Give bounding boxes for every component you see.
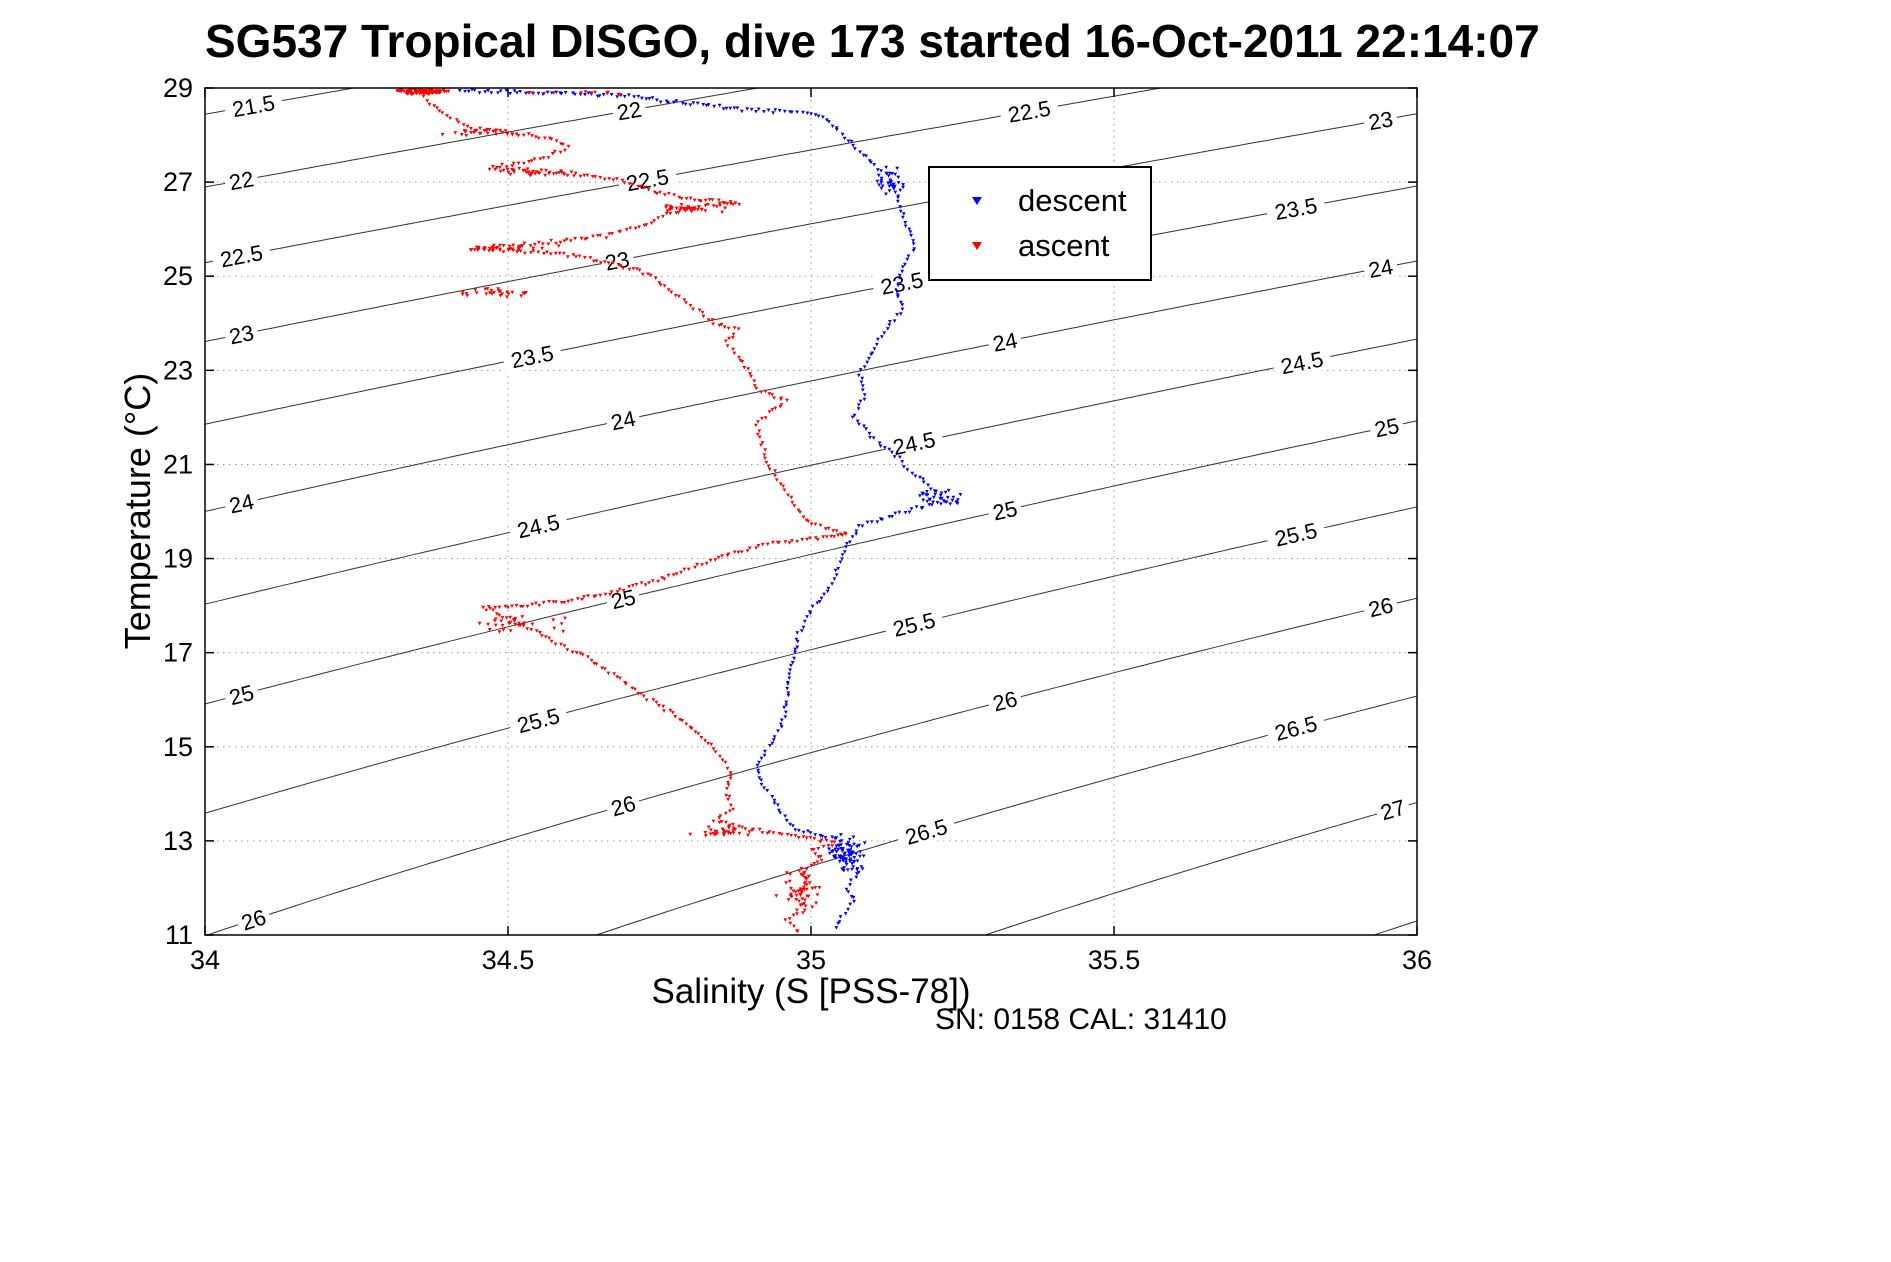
svg-text:22.5: 22.5 [624, 164, 671, 196]
grid-lines [205, 88, 1417, 935]
svg-text:26.5: 26.5 [902, 814, 950, 850]
svg-text:25: 25 [990, 496, 1019, 526]
chart-title: SG537 Tropical DISGO, dive 173 started 1… [205, 15, 1540, 67]
legend-entry-descent: descent [930, 181, 1150, 221]
svg-text:24: 24 [991, 327, 1020, 356]
svg-text:24: 24 [609, 406, 638, 436]
svg-text:25.5: 25.5 [1272, 518, 1319, 552]
svg-text:25.5: 25.5 [515, 703, 563, 738]
svg-text:23: 23 [227, 320, 256, 349]
svg-text:25.5: 25.5 [890, 607, 938, 641]
svg-text:24: 24 [1366, 254, 1395, 283]
svg-text:15: 15 [163, 732, 193, 762]
svg-text:27: 27 [163, 167, 193, 197]
svg-text:26: 26 [990, 686, 1020, 716]
svg-text:23: 23 [163, 355, 193, 385]
svg-text:23: 23 [603, 247, 632, 276]
svg-text:25: 25 [1372, 413, 1401, 443]
svg-text:24: 24 [227, 489, 256, 519]
svg-text:17: 17 [163, 638, 193, 668]
svg-text:35.5: 35.5 [1088, 945, 1141, 975]
svg-text:25: 25 [227, 680, 257, 710]
svg-text:22: 22 [615, 97, 643, 126]
y-axis-label: Temperature (°C) [117, 372, 158, 650]
svg-text:26: 26 [1366, 592, 1396, 622]
svg-text:34.5: 34.5 [482, 945, 535, 975]
legend-label-descent: descent [1018, 182, 1127, 218]
descent-marker-icon [972, 196, 982, 205]
svg-text:36: 36 [1402, 945, 1432, 975]
svg-text:22.5: 22.5 [1006, 96, 1053, 128]
svg-text:24.5: 24.5 [515, 509, 562, 543]
svg-text:22.5: 22.5 [218, 240, 265, 273]
svg-text:34: 34 [190, 945, 220, 975]
svg-text:23.5: 23.5 [509, 340, 556, 373]
svg-text:35: 35 [796, 945, 826, 975]
svg-text:22: 22 [227, 166, 256, 195]
svg-text:26.5: 26.5 [1272, 711, 1320, 746]
tick-marks [204, 87, 1418, 936]
legend-entry-ascent: ascent [930, 226, 1150, 266]
svg-text:24.5: 24.5 [891, 427, 938, 460]
x-axis-label: Salinity (S [PSS-78]) [651, 972, 971, 1011]
svg-text:29: 29 [163, 73, 193, 103]
svg-text:24.5: 24.5 [1279, 346, 1326, 379]
legend-label-ascent: ascent [1018, 228, 1110, 264]
svg-text:21.5: 21.5 [230, 90, 277, 122]
svg-text:23.5: 23.5 [1273, 193, 1320, 225]
svg-text:25: 25 [163, 261, 193, 291]
legend: descent ascent [928, 166, 1152, 281]
svg-text:19: 19 [163, 544, 193, 574]
svg-text:23: 23 [1366, 106, 1394, 135]
svg-text:21: 21 [163, 449, 193, 479]
descent-scatter [457, 88, 963, 930]
svg-text:13: 13 [163, 826, 193, 856]
serial-calibration-text: SN: 0158 CAL: 31410 [935, 1003, 1227, 1036]
contour-lines [205, 88, 1417, 935]
tick-labels: 34 34.5 35 35.5 36 11 13 15 17 19 21 23 25 27 29 [163, 73, 1432, 975]
svg-text:11: 11 [165, 920, 193, 950]
contour-labels: 21.5222222.522.522.523232323.523.523.524… [210, 88, 1412, 937]
ascent-marker-icon [972, 242, 982, 251]
